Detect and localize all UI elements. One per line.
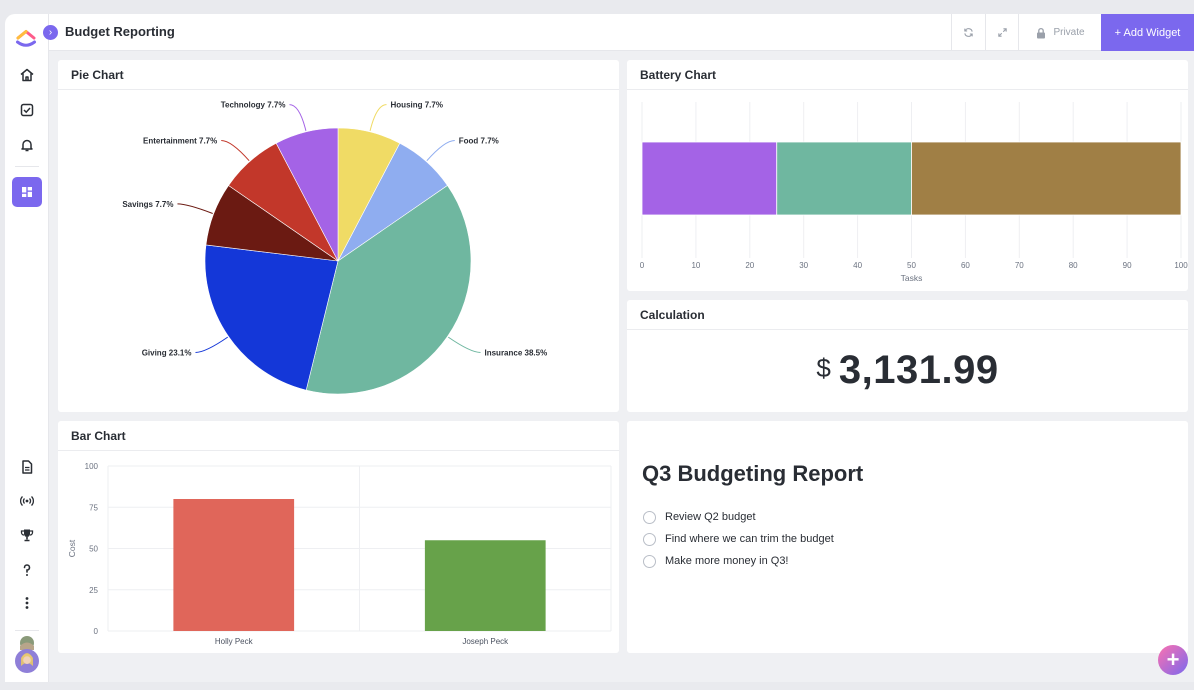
pie-slice-giving[interactable] (204, 244, 339, 391)
x-tick-label: 20 (745, 261, 754, 270)
sidebar-divider (15, 166, 39, 167)
x-tick-label: 90 (1123, 261, 1132, 270)
battery-segment-3[interactable] (911, 141, 1182, 216)
pie-slice-label: Housing 7.7% (391, 101, 443, 110)
sidebar-divider (15, 630, 39, 631)
document-icon[interactable] (12, 452, 42, 482)
calculation-widget: Calculation $3,131.99 (627, 300, 1188, 412)
widget-divider (58, 89, 619, 90)
battery-segment-2[interactable] (776, 141, 912, 216)
widget-title: Pie Chart (71, 68, 124, 82)
x-axis-label: Tasks (901, 273, 923, 283)
x-tick-label: 30 (799, 261, 808, 270)
pie-slice-label: Giving 23.1% (142, 348, 192, 357)
quick-create-button[interactable]: + (1158, 645, 1188, 675)
x-tick-label: 10 (691, 261, 700, 270)
more-icon[interactable] (12, 588, 42, 618)
pie-label-connector (195, 336, 229, 353)
x-tick-label: 50 (907, 261, 916, 270)
bar-chart: 0 25 50 75 100 Holly Peck Joseph Peck Cost (67, 462, 612, 646)
pie-label-connector (221, 139, 250, 162)
y-tick-label: 100 (85, 462, 99, 471)
private-toggle[interactable]: Private (1018, 14, 1101, 51)
text-widget: Q3 Budgeting Report Review Q2 budget Fin… (627, 421, 1188, 653)
checklist-item[interactable]: Find where we can trim the budget (643, 531, 834, 547)
x-tick-label: 80 (1069, 261, 1078, 270)
broadcast-icon[interactable] (12, 486, 42, 516)
checkbox-icon[interactable] (12, 95, 42, 125)
refresh-icon[interactable] (951, 14, 985, 51)
checklist-item-label: Review Q2 budget (665, 511, 756, 523)
x-tick-label: 0 (640, 261, 645, 270)
y-tick-label: 0 (94, 627, 99, 636)
pie-label-connector (369, 104, 387, 132)
x-tick-label: 40 (853, 261, 862, 270)
private-label: Private (1053, 27, 1085, 38)
widget-title: Battery Chart (640, 68, 717, 82)
x-tick-label: 60 (961, 261, 970, 270)
y-tick-label: 25 (89, 586, 98, 595)
widget-divider (627, 89, 1188, 90)
sidebar (5, 14, 49, 682)
widget-divider (58, 450, 619, 451)
clickup-logo-icon[interactable] (15, 24, 37, 48)
trophy-icon[interactable] (12, 520, 42, 550)
checkbox-circle[interactable] (643, 532, 656, 546)
checklist-item-label: Find where we can trim the budget (665, 533, 834, 545)
user-avatar[interactable] (13, 634, 41, 674)
pie-slice-label: Food 7.7% (459, 136, 499, 145)
dashboard-icon[interactable] (12, 177, 42, 207)
header-bar: › Budget Reporting Private + Add Widget (43, 14, 1194, 51)
pie-chart-widget: Pie Chart Housing 7.7% Food 7.7% Insurance… (58, 60, 619, 412)
pie-label-connector (289, 104, 307, 132)
checklist-item[interactable]: Make more money in Q3! (643, 553, 789, 569)
pie-slice-insurance[interactable] (305, 185, 472, 395)
app-window: › Budget Reporting Private + Add Widget … (5, 14, 1194, 682)
fullscreen-icon[interactable] (985, 14, 1018, 51)
currency-symbol: $ (816, 353, 831, 383)
bar-holly-peck[interactable] (173, 499, 295, 631)
y-tick-label: 50 (89, 545, 98, 554)
y-axis-label: Cost (67, 539, 77, 557)
battery-chart: 0 10 20 30 40 50 60 70 80 90 100 Tasks (640, 102, 1188, 283)
checklist-item-label: Make more money in Q3! (665, 555, 789, 567)
calculation-result: $3,131.99 (627, 348, 1188, 393)
pie-label-connector (447, 336, 481, 353)
pie-chart: Housing 7.7% Food 7.7% Insurance 38.5% Givi… (122, 101, 548, 395)
add-widget-button[interactable]: + Add Widget (1101, 14, 1194, 51)
calculation-value: 3,131.99 (838, 348, 999, 392)
x-tick-label: 70 (1015, 261, 1024, 270)
bar-chart-widget: Bar Chart 0 25 50 75 100 Holly Peck Joseph Pec… (58, 421, 619, 653)
x-tick-label: Joseph Peck (462, 637, 509, 646)
checkbox-circle[interactable] (643, 554, 656, 568)
x-tick-label: 100 (1174, 261, 1188, 270)
widget-title: Bar Chart (71, 429, 126, 443)
pie-slice-label: Insurance 38.5% (485, 348, 548, 357)
y-tick-label: 75 (89, 503, 98, 512)
help-icon[interactable] (12, 555, 42, 585)
battery-chart-widget: Battery Chart 0 10 20 30 40 50 60 70 80 90 100 Task… (627, 60, 1188, 291)
checkbox-circle[interactable] (643, 510, 656, 524)
pie-label-connector (177, 203, 213, 214)
bar-joseph-peck[interactable] (424, 540, 546, 631)
checklist-item[interactable]: Review Q2 budget (643, 509, 756, 525)
expand-sidebar-button[interactable]: › (43, 25, 58, 40)
bell-icon[interactable] (12, 130, 42, 160)
lock-icon (1037, 27, 1046, 38)
pie-slice-label: Entertainment 7.7% (143, 136, 217, 145)
x-tick-label: Holly Peck (215, 637, 254, 646)
widget-title: Calculation (640, 308, 705, 322)
page-title: Budget Reporting (65, 24, 175, 39)
home-icon[interactable] (12, 60, 42, 90)
pie-slice-label: Savings 7.7% (122, 200, 173, 209)
widget-divider (627, 329, 1188, 330)
report-title: Q3 Budgeting Report (642, 461, 864, 486)
pie-slice-technology[interactable] (275, 127, 339, 262)
pie-slice-label: Technology 7.7% (221, 101, 286, 110)
pie-label-connector (426, 139, 455, 162)
battery-segment-1[interactable] (641, 141, 778, 216)
